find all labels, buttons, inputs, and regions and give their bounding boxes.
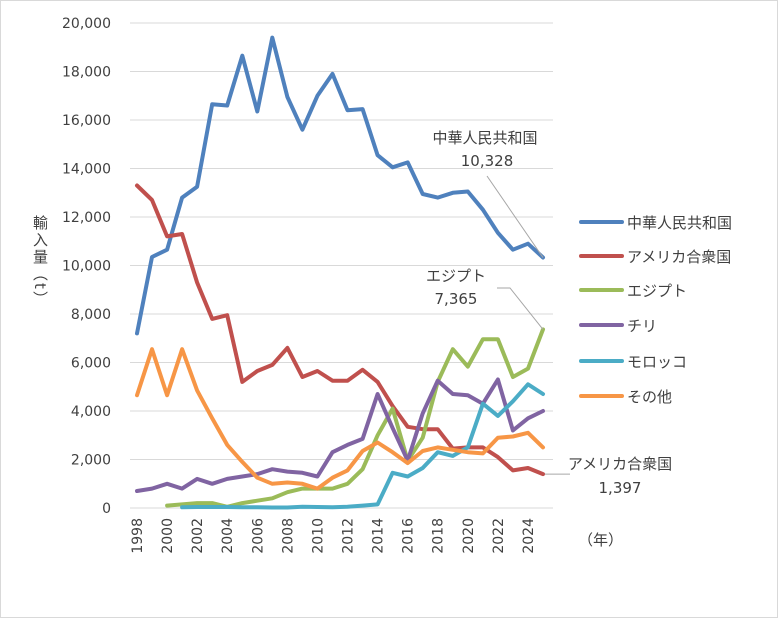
x-tick-label: 2018 (431, 518, 447, 554)
y-tick-label: 6,000 (71, 356, 111, 372)
legend-label: エジプト (627, 282, 687, 300)
x-tick-label: 2022 (491, 518, 507, 554)
x-tick-label: 2014 (371, 518, 387, 554)
y-tick-label: 10,000 (62, 259, 111, 275)
legend-label: 中華人民共和国 (627, 214, 732, 232)
annotation-label: アメリカ合衆国 (568, 455, 672, 473)
x-tick-label: 2006 (250, 518, 266, 554)
x-tick-label: 2010 (310, 518, 326, 554)
x-tick-label: 2024 (521, 518, 537, 554)
x-tick-label: 1998 (130, 518, 146, 554)
y-tick-label: 20,000 (62, 16, 111, 32)
x-tick-label: 2012 (341, 518, 357, 554)
annotation-leader-line (497, 287, 544, 330)
x-tick-label: 2002 (190, 518, 206, 554)
annotation-value: 1,397 (599, 479, 642, 497)
y-tick-label: 8,000 (71, 307, 111, 323)
legend-label: その他 (627, 388, 672, 406)
annotation-value: 7,365 (435, 290, 478, 308)
y-tick-label: 12,000 (62, 210, 111, 226)
series-line-モロッコ (180, 382, 545, 510)
y-tick-label: 4,000 (71, 404, 111, 420)
series-line-アメリカ合衆国 (135, 183, 545, 477)
legend-label: アメリカ合衆国 (627, 248, 731, 266)
x-tick-label: 2016 (401, 518, 417, 554)
annotation-label: 中華人民共和国 (432, 129, 537, 147)
legend-label: モロッコ (627, 353, 687, 371)
y-tick-label: 18,000 (62, 65, 111, 81)
annotation-value: 10,328 (461, 152, 514, 170)
series-line-中華人民共和国 (135, 35, 545, 336)
x-tick-label: 2008 (280, 518, 296, 554)
y-tick-label: 2,000 (71, 453, 111, 469)
y-tick-label: 16,000 (62, 113, 111, 129)
annotation-label: エジプト (426, 267, 486, 285)
series-line-チリ (135, 377, 545, 493)
legend-label: チリ (627, 317, 657, 335)
y-tick-label: 14,000 (62, 162, 111, 178)
y-tick-label: 0 (102, 501, 111, 517)
y-axis-label: 輸入量（t） (31, 215, 49, 308)
x-tick-label: 2000 (160, 518, 176, 554)
x-tick-label: 2004 (220, 518, 236, 554)
x-axis-label: （年） (578, 531, 623, 549)
x-tick-label: 2020 (461, 518, 477, 554)
annotation-leader-line (486, 175, 544, 258)
series-line-その他 (135, 347, 545, 491)
